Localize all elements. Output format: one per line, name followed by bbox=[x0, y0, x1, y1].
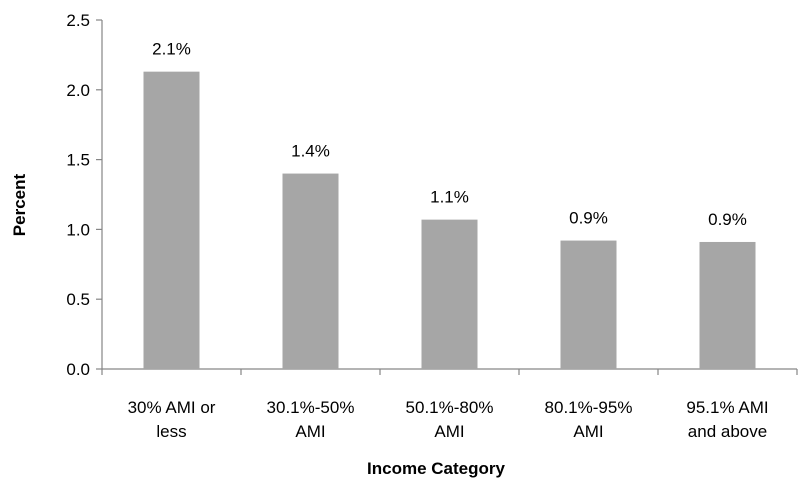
category-label: 30% AMI or bbox=[128, 398, 216, 417]
axes bbox=[96, 19, 798, 375]
bar bbox=[560, 240, 617, 369]
data-label: 1.1% bbox=[430, 188, 469, 207]
category-label: AMI bbox=[573, 422, 603, 441]
category-label: and above bbox=[688, 422, 767, 441]
y-tick-label: 0.5 bbox=[66, 290, 90, 309]
bar bbox=[143, 71, 200, 369]
y-tick-label: 1.5 bbox=[66, 151, 90, 170]
data-label: 1.4% bbox=[291, 142, 330, 161]
y-axis-title: Percent bbox=[10, 173, 29, 236]
y-tick-label: 0.0 bbox=[66, 360, 90, 379]
category-label: 80.1%-95% bbox=[545, 398, 633, 417]
bar bbox=[699, 241, 756, 369]
y-tick-labels: 0.0 0.5 1.0 1.5 2.0 2.5 bbox=[66, 11, 90, 379]
category-label: 95.1% AMI bbox=[686, 398, 768, 417]
category-label: less bbox=[156, 422, 186, 441]
bar bbox=[421, 219, 478, 369]
data-label: 0.9% bbox=[708, 210, 747, 229]
category-label: 50.1%-80% bbox=[406, 398, 494, 417]
y-tick-label: 2.0 bbox=[66, 81, 90, 100]
category-label: AMI bbox=[295, 422, 325, 441]
data-label: 0.9% bbox=[569, 209, 608, 228]
category-label: AMI bbox=[434, 422, 464, 441]
bar bbox=[282, 173, 339, 369]
data-label: 2.1% bbox=[152, 40, 191, 59]
category-label: 30.1%-50% bbox=[267, 398, 355, 417]
y-tick-label: 2.5 bbox=[66, 11, 90, 30]
bars bbox=[143, 71, 756, 369]
x-axis-title: Income Category bbox=[367, 459, 505, 478]
category-labels: 30% AMI or less 30.1%-50% AMI 50.1%-80% AMI 80… bbox=[128, 398, 769, 441]
data-labels: 2.1% 1.4% 1.1% 0.9% 0.9% bbox=[152, 40, 747, 229]
y-tick-label: 1.0 bbox=[66, 220, 90, 239]
